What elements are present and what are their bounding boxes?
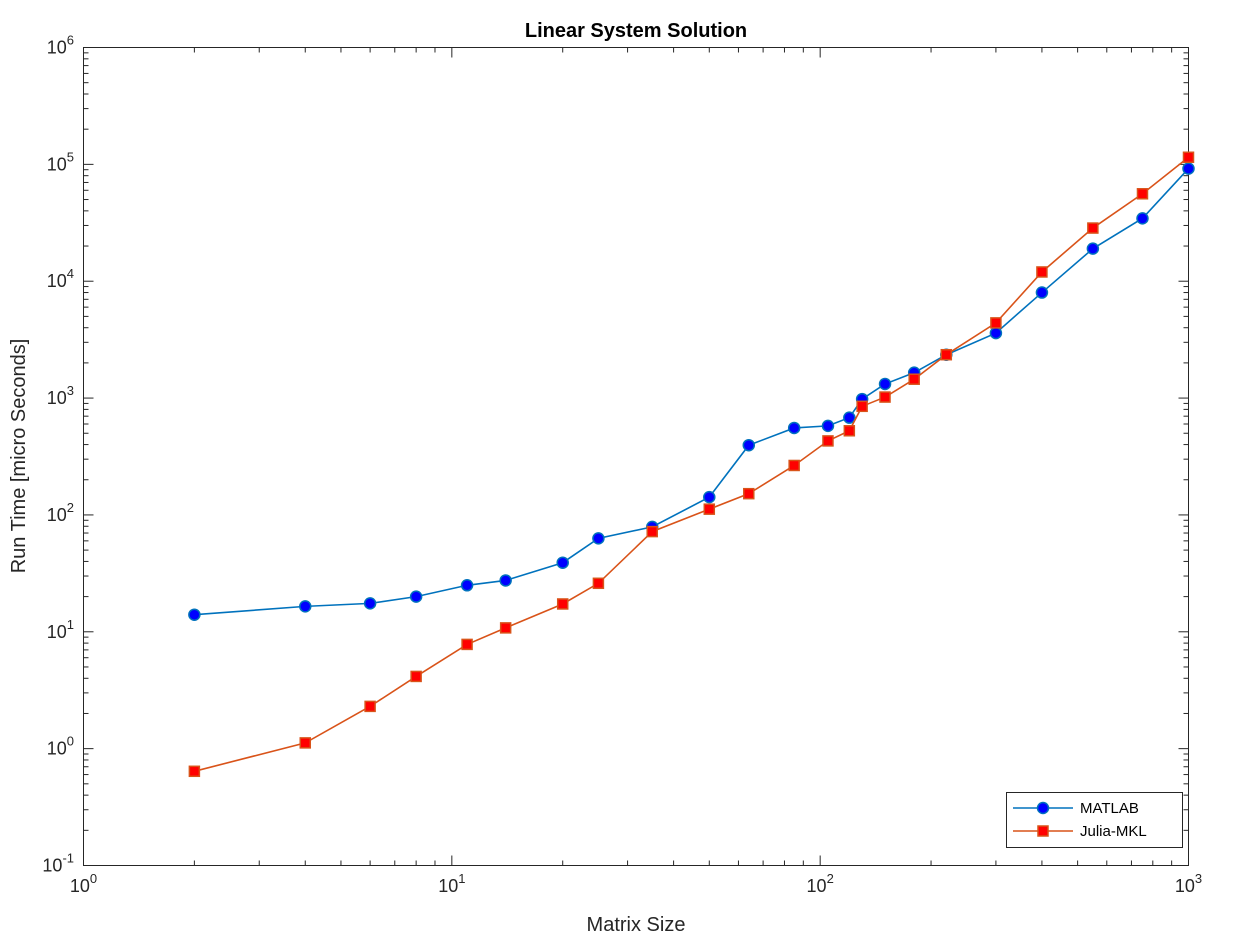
data-point-julia-mkl — [990, 317, 1002, 329]
data-point-matlab — [1182, 162, 1195, 175]
legend-marker — [1037, 825, 1049, 837]
series-julia-mkl — [188, 151, 1195, 778]
data-point-julia-mkl — [703, 503, 716, 515]
data-point-matlab — [409, 590, 423, 603]
data-point-julia-mkl — [908, 373, 920, 385]
legend-box — [1006, 792, 1183, 848]
x-tick-label: 100 — [70, 871, 97, 896]
data-point-matlab — [556, 556, 569, 569]
series-layer — [188, 151, 1195, 778]
data-point-matlab — [592, 532, 605, 545]
y-tick-label: 106 — [47, 33, 74, 58]
data-point-julia-mkl — [1036, 266, 1048, 278]
chart-title: Linear System Solution — [525, 20, 747, 42]
x-tick-label: 102 — [807, 871, 834, 896]
legend-label: MATLAB — [1080, 800, 1139, 817]
y-axis-label: Run Time [micro Seconds] — [8, 339, 30, 574]
y-tick-label: 101 — [47, 617, 74, 642]
data-point-julia-mkl — [843, 425, 856, 437]
data-point-matlab — [821, 419, 835, 433]
y-tick-label: 103 — [47, 383, 74, 408]
data-point-matlab — [843, 411, 856, 424]
data-point-julia-mkl — [856, 400, 868, 413]
data-point-matlab — [299, 600, 312, 613]
data-point-julia-mkl — [1182, 151, 1195, 164]
x-axis-label: Matrix Size — [587, 914, 686, 936]
data-point-julia-mkl — [646, 525, 658, 538]
data-point-julia-mkl — [556, 598, 569, 610]
legend: MATLAB Julia-MKL — [1006, 792, 1183, 848]
data-point-matlab — [188, 608, 201, 621]
legend-item-julia-mkl: Julia-MKL — [1013, 823, 1147, 840]
data-point-julia-mkl — [1136, 188, 1149, 200]
data-point-matlab — [989, 326, 1003, 340]
axis-ticks — [83, 47, 1189, 866]
x-tick-label: 101 — [438, 871, 465, 896]
y-tick-label: 100 — [47, 734, 74, 759]
data-point-julia-mkl — [743, 487, 755, 500]
data-point-matlab — [1086, 242, 1100, 255]
data-point-matlab — [787, 421, 801, 435]
data-point-matlab — [1035, 286, 1049, 299]
data-point-julia-mkl — [410, 670, 422, 683]
data-point-julia-mkl — [461, 638, 473, 651]
data-point-matlab — [742, 438, 756, 452]
data-point-julia-mkl — [499, 622, 512, 634]
data-point-matlab — [460, 579, 474, 592]
data-point-julia-mkl — [1087, 222, 1099, 234]
legend-label: Julia-MKL — [1080, 823, 1147, 840]
y-tick-label: 10-1 — [42, 851, 74, 876]
data-point-julia-mkl — [822, 435, 834, 447]
data-point-matlab — [1136, 212, 1149, 225]
data-point-julia-mkl — [788, 459, 800, 472]
y-tick-label: 102 — [47, 500, 74, 525]
data-point-matlab — [363, 597, 377, 610]
data-point-julia-mkl — [364, 700, 376, 713]
legend-item-matlab: MATLAB — [1013, 800, 1139, 817]
data-point-matlab — [499, 574, 512, 587]
data-point-julia-mkl — [879, 391, 891, 403]
data-point-julia-mkl — [299, 737, 312, 749]
legend-marker — [1036, 801, 1050, 815]
data-point-julia-mkl — [940, 348, 953, 361]
y-tick-label: 104 — [47, 266, 74, 291]
plot-area — [83, 47, 1189, 866]
data-point-julia-mkl — [592, 577, 605, 590]
data-point-matlab — [878, 377, 892, 391]
data-point-julia-mkl — [188, 765, 201, 778]
x-tick-label: 103 — [1175, 871, 1202, 896]
y-tick-label: 105 — [47, 149, 74, 174]
data-point-matlab — [703, 490, 716, 504]
